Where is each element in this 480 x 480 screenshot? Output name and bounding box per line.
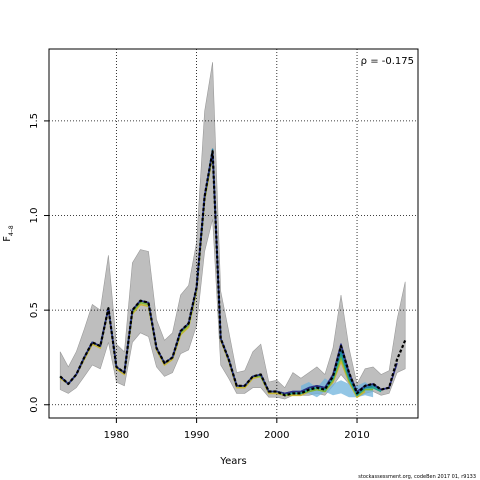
x-tick-label: 1990: [184, 430, 209, 441]
x-tick-label: 2000: [264, 430, 289, 441]
series-line: [59, 150, 407, 397]
x-tick-label: 2010: [344, 430, 369, 441]
y-tick-label: 0.5: [29, 302, 40, 318]
axis-layer: 1980 1990 2000 2010 0.0 0.5 1.0 1.5: [29, 113, 370, 441]
y-tick-label: 1.0: [29, 208, 40, 224]
y-axis-label-sub: 4–8: [8, 225, 15, 236]
footer-credit: stockassessment.org, codeBen 2017 01, r9…: [358, 474, 476, 480]
y-tick-label: 1.5: [29, 113, 40, 129]
x-axis-label: Years: [219, 456, 246, 467]
y-axis-label-main: F: [2, 236, 13, 242]
confidence-band: [59, 62, 406, 400]
rho-annotation: ρ = -0.175: [361, 56, 414, 67]
x-tick-label: 1980: [104, 430, 129, 441]
plot-frame: [48, 48, 419, 419]
y-axis-label: F4–8: [2, 225, 15, 242]
y-tick-label: 0.0: [29, 397, 40, 413]
confidence-band-layer: [59, 62, 406, 400]
series-layer: [59, 148, 407, 399]
